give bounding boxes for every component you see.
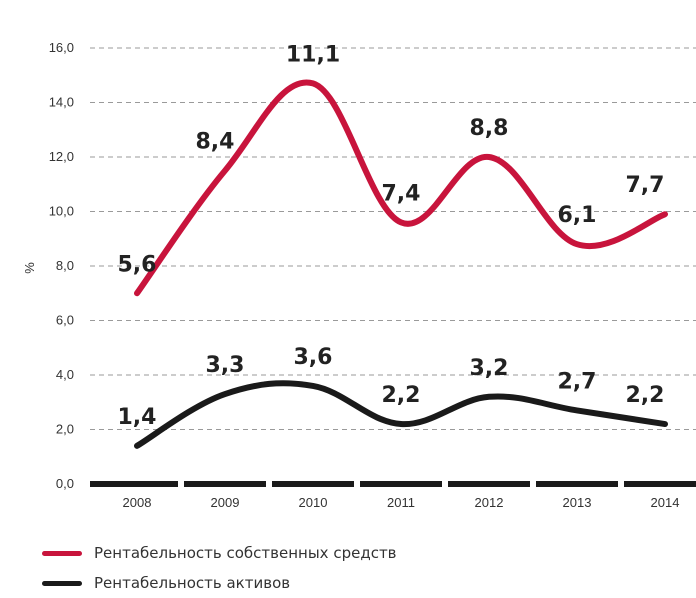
y-tick-label: 14,0	[49, 95, 74, 110]
data-label: 6,1	[558, 203, 597, 228]
data-label: 8,4	[196, 130, 235, 155]
y-tick-label: 2,0	[56, 422, 74, 437]
legend-swatch-roa	[42, 580, 82, 586]
y-tick-label: 0,0	[56, 476, 74, 491]
x-tick-label: 2008	[123, 495, 152, 510]
data-label: 7,4	[382, 181, 421, 206]
y-tick-label: 6,0	[56, 313, 74, 328]
data-label: 11,1	[286, 42, 340, 67]
data-label: 3,3	[206, 353, 245, 378]
data-label: 1,4	[118, 405, 157, 430]
series-lines	[134, 79, 668, 449]
series-line-1	[134, 380, 668, 449]
x-tick-label: 2011	[387, 495, 415, 510]
legend-item-roa: Рентабельность активов	[42, 568, 397, 598]
series-line-0	[134, 79, 668, 297]
data-label: 3,6	[294, 345, 333, 370]
x-tick-label: 2009	[211, 495, 240, 510]
data-label: 2,7	[558, 369, 597, 394]
data-label: 7,7	[626, 173, 665, 198]
legend-label-roe: Рентабельность собственных средств	[94, 544, 397, 562]
line-chart: % 0,02,04,06,08,010,012,014,016,0 2008 20…	[22, 40, 696, 510]
x-tick-label: 2012	[475, 495, 504, 510]
y-tick-label: 4,0	[56, 367, 74, 382]
legend-item-roe: Рентабельность собственных средств	[42, 538, 397, 568]
y-ticks: 0,0 2,0 4,0 6,0 8,0 10,0 12,0 14,0 16,0	[49, 40, 74, 491]
x-tick-label: 2014	[651, 495, 680, 510]
x-tick-label: 2010	[299, 495, 328, 510]
y-tick-label: 8,0	[56, 258, 74, 273]
legend: Рентабельность собственных средств Рента…	[42, 538, 397, 598]
y-tick-label: 10,0	[49, 204, 74, 219]
y-axis-label: %	[22, 262, 37, 274]
data-labels: 5,6 8,4 11,1 7,4 8,8 6,1 7,7 1,4 3,3 3,6 2,2 3,2 2,7…	[118, 42, 665, 429]
x-tick-label: 2013	[563, 495, 592, 510]
data-label: 2,2	[626, 383, 665, 408]
legend-swatch-roe	[42, 550, 82, 556]
data-label: 2,2	[382, 383, 421, 408]
y-tick-label: 12,0	[49, 149, 74, 164]
data-label: 5,6	[118, 252, 157, 277]
data-label: 8,8	[470, 116, 509, 141]
data-label: 3,2	[470, 356, 509, 381]
y-tick-label: 16,0	[49, 40, 74, 55]
x-axis: 2008 2009 2010 2011 2012 2013 2014	[90, 481, 696, 510]
grid	[90, 47, 696, 430]
legend-label-roa: Рентабельность активов	[94, 574, 291, 592]
